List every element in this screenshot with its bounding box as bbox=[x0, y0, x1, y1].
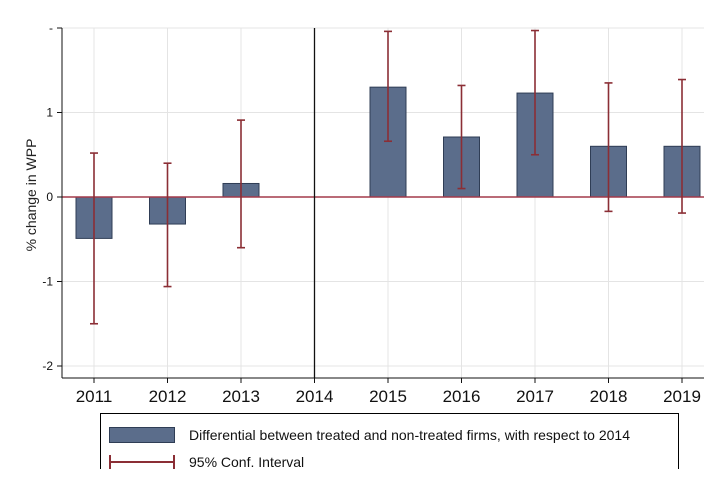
chart: -2 -1 0 1 - 2011 2012 2013 2014 2015 2016 2017 2018 2… bbox=[23, 21, 704, 406]
x-tick-label: 2016 bbox=[443, 387, 481, 406]
legend: Differential between treated and non-tre… bbox=[100, 413, 679, 469]
legend-ci-label: 95% Conf. Interval bbox=[189, 454, 305, 469]
x-tick-label: 2015 bbox=[369, 387, 407, 406]
x-tick-label: 2011 bbox=[76, 387, 113, 406]
x-tick-label: 2013 bbox=[222, 387, 260, 406]
x-tick-label: 2018 bbox=[590, 387, 628, 406]
x-tick-label: 2019 bbox=[663, 387, 701, 406]
x-tick-label: 2012 bbox=[149, 387, 187, 406]
legend-bar-label: Differential between treated and non-tre… bbox=[189, 427, 630, 443]
confidence-intervals bbox=[90, 29, 686, 325]
axes: -2 -1 0 1 - 2011 2012 2013 2014 2015 2016 2017 2018 2… bbox=[42, 21, 704, 406]
legend-ci-swatch bbox=[109, 455, 175, 469]
legend-bar-swatch bbox=[109, 427, 175, 443]
x-tick-label: 2014 bbox=[296, 387, 334, 406]
y-tick-label: 0 bbox=[46, 190, 53, 204]
y-axis-label: % change in WPP bbox=[23, 139, 39, 252]
y-tick-label: -1 bbox=[42, 275, 53, 289]
y-tick-label: - bbox=[49, 21, 53, 35]
legend-item-bars: Differential between treated and non-tre… bbox=[109, 427, 630, 443]
y-tick-label: 1 bbox=[46, 106, 53, 120]
legend-item-ci: 95% Conf. Interval bbox=[109, 454, 304, 469]
y-tick-label: -2 bbox=[42, 359, 53, 373]
x-tick-label: 2017 bbox=[516, 387, 554, 406]
